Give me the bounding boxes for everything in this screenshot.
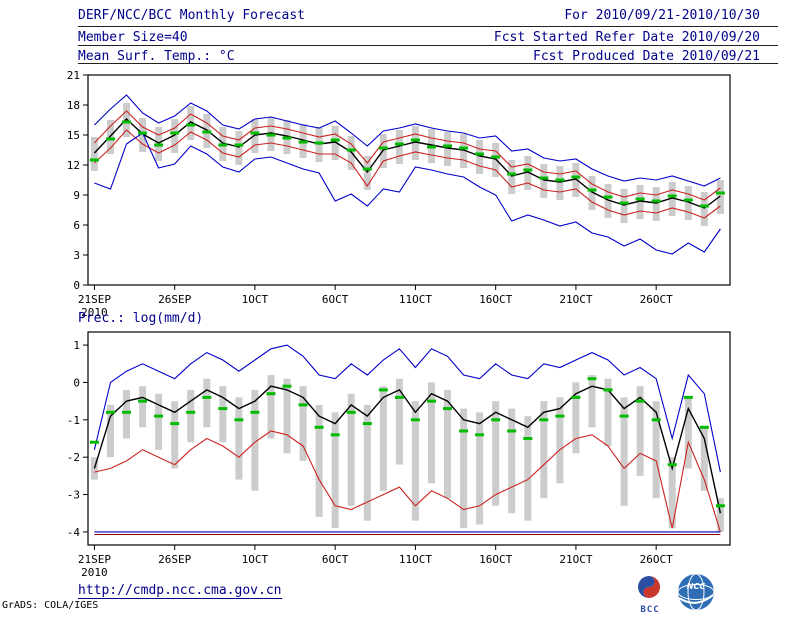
source-url-wrap: http://cmdp.ncc.cma.gov.cn: [78, 579, 282, 599]
fcst-produced-label: Fcst Produced Date 2010/09/21: [533, 49, 760, 64]
svg-text:6OCT: 6OCT: [322, 553, 349, 566]
report-title: DERF/NCC/BCC Monthly Forecast: [78, 8, 305, 23]
forecast-range: For 2010/09/21-2010/10/30: [564, 8, 760, 23]
header-rule-2: [78, 45, 778, 46]
ncc-logo-icon: NCC: [677, 573, 715, 611]
svg-text:26OCT: 26OCT: [640, 553, 673, 566]
header-rule-1: [78, 26, 778, 27]
svg-text:-1: -1: [67, 414, 80, 427]
precip-panel-label: Prec.: log(mm/d): [78, 311, 204, 326]
svg-text:2010: 2010: [81, 566, 108, 577]
svg-text:21SEP: 21SEP: [78, 293, 111, 306]
svg-text:0: 0: [73, 376, 80, 389]
svg-text:1OCT: 1OCT: [242, 553, 269, 566]
svg-text:26OCT: 26OCT: [640, 293, 673, 306]
svg-text:26SEP: 26SEP: [158, 293, 191, 306]
svg-text:1: 1: [73, 339, 80, 352]
svg-text:21OCT: 21OCT: [559, 293, 592, 306]
svg-text:1OCT: 1OCT: [242, 293, 269, 306]
svg-text:18: 18: [67, 99, 80, 112]
member-size-label: Member Size=40: [78, 30, 188, 45]
ncc-logo-label: NCC: [687, 582, 706, 591]
bcc-logo-icon: [638, 576, 660, 598]
grads-credit: GrADS: COLA/IGES: [2, 600, 99, 611]
svg-text:-2: -2: [67, 451, 80, 464]
svg-text:9: 9: [73, 189, 80, 202]
svg-text:3: 3: [73, 249, 80, 262]
svg-text:11OCT: 11OCT: [399, 293, 432, 306]
svg-text:16OCT: 16OCT: [479, 293, 512, 306]
svg-text:6: 6: [73, 219, 80, 232]
svg-text:-3: -3: [67, 489, 80, 502]
header-rule-3: [78, 63, 778, 64]
fcst-started-label: Fcst Started Refer Date 2010/09/20: [493, 30, 760, 45]
svg-text:12: 12: [67, 159, 80, 172]
svg-text:26SEP: 26SEP: [158, 553, 191, 566]
svg-text:11OCT: 11OCT: [399, 553, 432, 566]
ncc-logo: NCC: [676, 572, 716, 616]
bcc-logo: BCC: [632, 575, 668, 615]
temperature-panel-label: Mean Surf. Temp.: °C: [78, 49, 235, 64]
svg-text:16OCT: 16OCT: [479, 553, 512, 566]
bcc-logo-label: BCC: [640, 605, 660, 615]
svg-text:2010: 2010: [81, 306, 108, 316]
svg-text:0: 0: [73, 279, 80, 292]
svg-text:6OCT: 6OCT: [322, 293, 349, 306]
svg-text:15: 15: [67, 129, 80, 142]
svg-text:21OCT: 21OCT: [559, 553, 592, 566]
svg-text:21SEP: 21SEP: [78, 553, 111, 566]
svg-text:21: 21: [67, 69, 80, 82]
svg-text:-4: -4: [67, 526, 81, 539]
source-url-link[interactable]: http://cmdp.ncc.cma.gov.cn: [78, 583, 282, 599]
